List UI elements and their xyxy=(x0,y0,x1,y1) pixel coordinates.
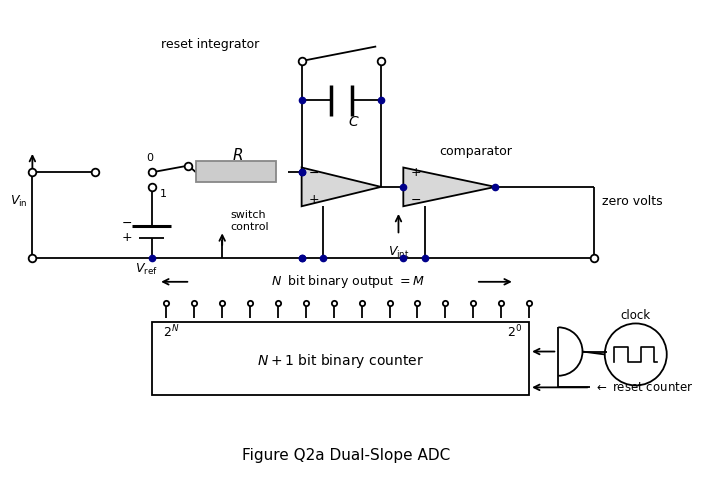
Text: $-$: $-$ xyxy=(308,166,319,179)
Text: $2^N$: $2^N$ xyxy=(163,324,179,341)
Text: 0: 0 xyxy=(146,153,153,163)
Text: $N\;$ bit binary output $=M$: $N\;$ bit binary output $=M$ xyxy=(272,273,425,290)
Text: $-$: $-$ xyxy=(120,216,132,229)
Text: $V_{\mathsf{ref}}$: $V_{\mathsf{ref}}$ xyxy=(135,262,158,276)
Text: switch
control: switch control xyxy=(230,210,269,232)
Text: $V_{\mathsf{int}}$: $V_{\mathsf{int}}$ xyxy=(388,245,409,260)
Text: $R$: $R$ xyxy=(232,147,243,163)
Text: reset integrator: reset integrator xyxy=(161,38,260,51)
Text: $C$: $C$ xyxy=(348,115,360,129)
Text: $2^0$: $2^0$ xyxy=(507,324,522,341)
Text: $\leftarrow$ reset counter: $\leftarrow$ reset counter xyxy=(594,381,693,394)
Bar xyxy=(196,161,277,182)
Text: $N+1$ bit binary counter: $N+1$ bit binary counter xyxy=(257,352,424,370)
Polygon shape xyxy=(302,168,381,206)
Text: comparator: comparator xyxy=(439,145,513,158)
Text: zero volts: zero volts xyxy=(602,195,662,208)
Text: $V_{\mathsf{in}}$: $V_{\mathsf{in}}$ xyxy=(10,194,28,209)
Text: $-$: $-$ xyxy=(411,193,421,206)
Text: Figure Q2a Dual-Slope ADC: Figure Q2a Dual-Slope ADC xyxy=(242,448,451,463)
Text: 1: 1 xyxy=(160,189,167,198)
Bar xyxy=(151,322,529,395)
Text: $+$: $+$ xyxy=(307,193,319,206)
Text: $+$: $+$ xyxy=(410,166,421,179)
Text: clock: clock xyxy=(621,309,651,322)
Polygon shape xyxy=(404,168,496,206)
Text: $+$: $+$ xyxy=(120,231,132,244)
